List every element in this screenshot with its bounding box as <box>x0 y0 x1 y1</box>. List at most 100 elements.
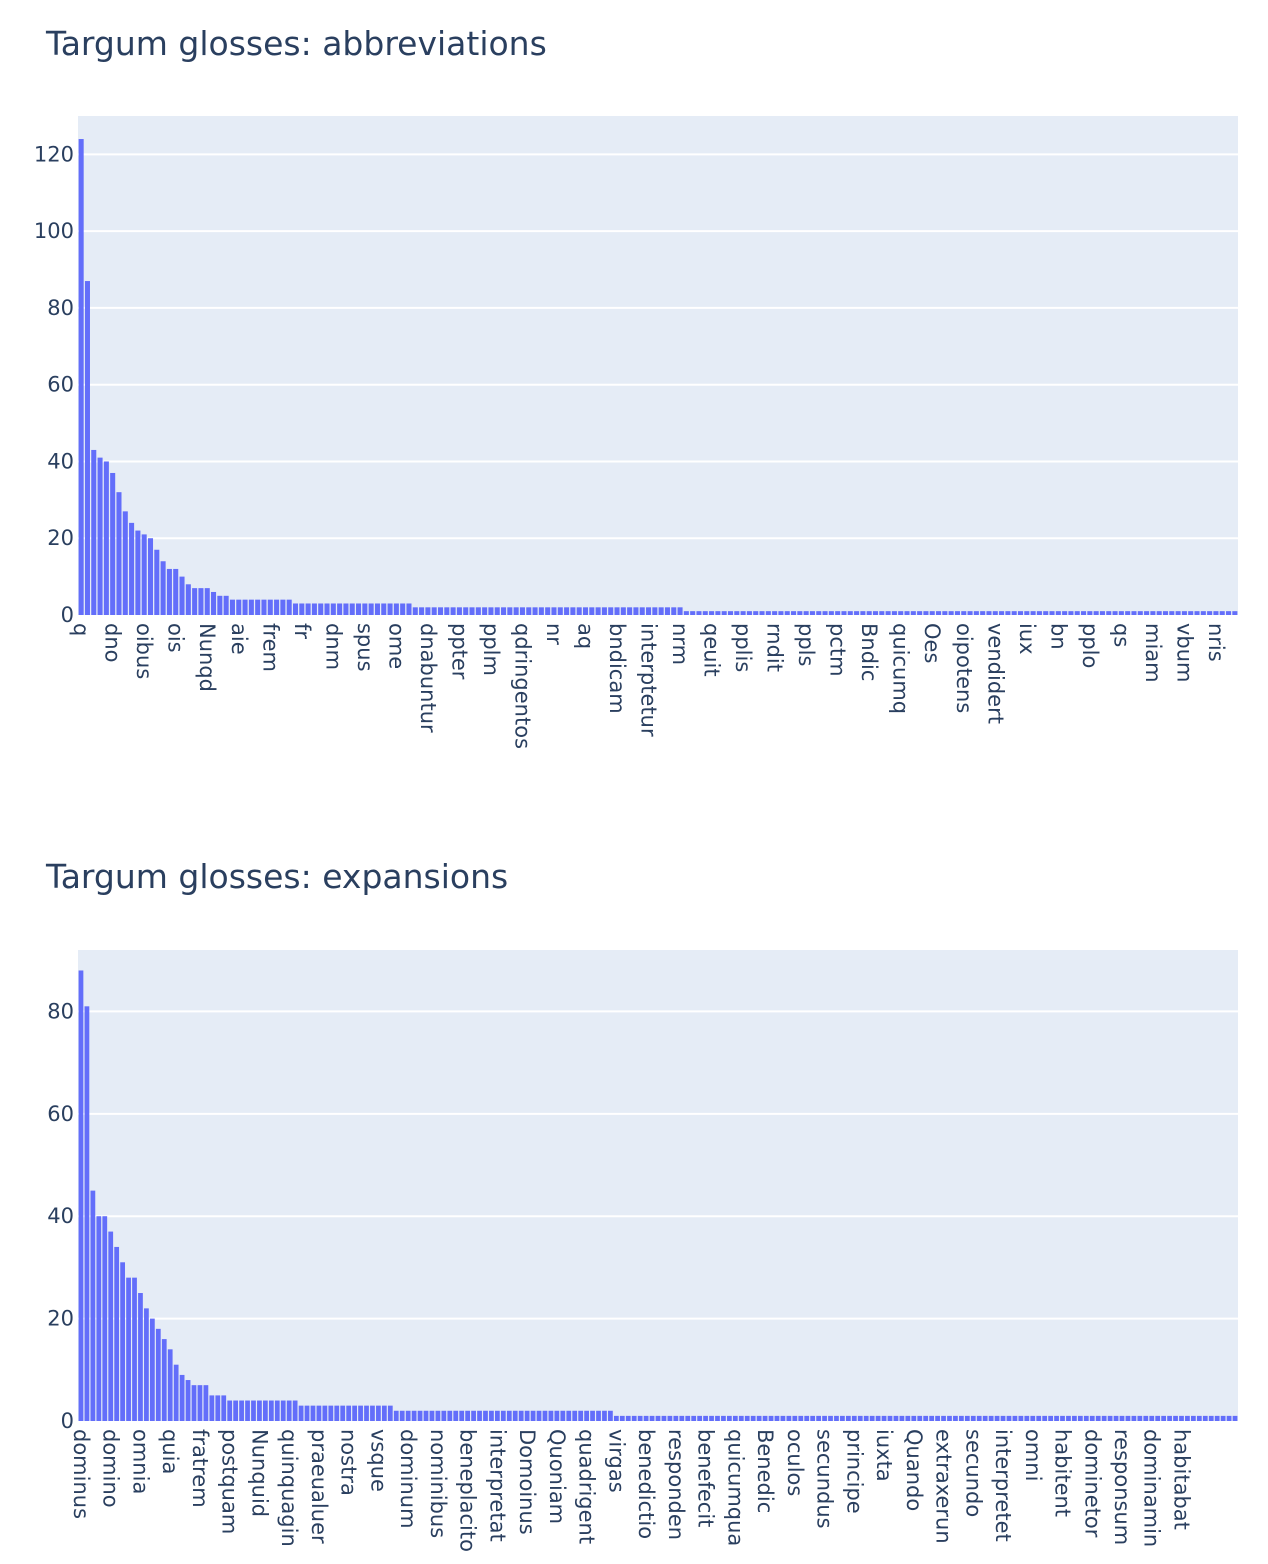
bar <box>744 1415 750 1421</box>
bar <box>316 1405 322 1421</box>
bar <box>209 1395 215 1421</box>
bar <box>393 603 399 615</box>
bar <box>1214 1415 1220 1421</box>
bar <box>715 1415 720 1421</box>
bar <box>810 1415 816 1421</box>
bar <box>524 1410 530 1421</box>
bar <box>423 1410 429 1421</box>
bar <box>828 1415 833 1421</box>
bar <box>1018 1415 1024 1421</box>
x-tick-label: quadrigent <box>575 1429 599 1544</box>
bar <box>1232 1415 1238 1421</box>
x-tick-label: pctm <box>826 623 850 677</box>
bar <box>450 607 456 615</box>
bar <box>1125 611 1131 615</box>
bar <box>530 1410 536 1421</box>
bar <box>566 1410 572 1421</box>
bar <box>203 1385 209 1421</box>
bar <box>851 1415 857 1421</box>
bar <box>1012 1415 1018 1421</box>
bar <box>311 603 317 615</box>
x-tick-label: iux <box>1015 623 1039 655</box>
bar <box>649 1415 655 1421</box>
bar <box>406 603 412 615</box>
bar <box>1213 611 1219 615</box>
bar <box>267 599 273 615</box>
bar <box>500 1410 506 1421</box>
bar <box>429 1410 435 1421</box>
bar <box>330 603 336 615</box>
bar <box>191 1385 197 1421</box>
bar <box>816 1415 821 1421</box>
bar <box>518 1410 524 1421</box>
bar <box>797 611 803 615</box>
bar <box>1137 611 1143 615</box>
x-tick-label: spus <box>353 623 377 672</box>
bar <box>501 607 507 615</box>
bar <box>679 1415 685 1421</box>
bar <box>959 1415 964 1421</box>
x-tick-label: benedictio <box>634 1429 658 1539</box>
bar <box>1017 611 1024 615</box>
x-tick-label: vendidert <box>983 623 1007 724</box>
bar <box>387 1405 393 1421</box>
bar <box>263 1400 268 1421</box>
bar <box>1144 611 1150 615</box>
bar <box>322 1405 328 1421</box>
bar <box>352 1405 357 1421</box>
bar <box>400 603 406 615</box>
x-tick-label: interpretet <box>991 1429 1015 1542</box>
bar <box>334 1405 340 1421</box>
bar <box>872 611 879 615</box>
bar <box>1005 611 1011 615</box>
bar <box>1068 611 1074 615</box>
bar <box>349 603 355 615</box>
x-tick-label: rndit <box>763 623 787 672</box>
chart-expansions: 0 20 40 60 80 dominus domino omnia quia fratrem po… <box>0 830 1268 1564</box>
bar <box>822 611 828 615</box>
bar <box>257 1400 262 1421</box>
y-tick-label: 80 <box>47 296 74 320</box>
bar <box>463 607 469 615</box>
bar <box>1194 611 1200 615</box>
bar <box>126 1277 131 1421</box>
bar <box>286 1400 292 1421</box>
y-tick-label: 20 <box>47 526 74 550</box>
x-tick-label: dominamin <box>1140 1429 1164 1547</box>
bar <box>185 1380 191 1421</box>
bar <box>898 611 904 615</box>
x-tick-label: principe <box>842 1429 866 1514</box>
x-tick-label: fr <box>290 623 314 639</box>
bar <box>709 1415 714 1421</box>
bar <box>173 568 179 615</box>
bar <box>854 611 860 615</box>
chart-abbreviations-plot: 0 20 40 60 80 100 120 q dno oibus ois Nunqd aie frem f… <box>34 116 1238 749</box>
y-tick-label: 100 <box>34 219 74 243</box>
bar <box>948 611 954 615</box>
bar <box>255 599 261 615</box>
bar <box>625 1415 631 1421</box>
bar <box>1043 611 1049 615</box>
bar <box>961 611 967 615</box>
chart-title: Targum glosses: expansions <box>46 857 509 896</box>
bar <box>1156 611 1162 615</box>
bar <box>1137 1415 1143 1421</box>
bar <box>204 588 210 615</box>
bar <box>368 603 374 615</box>
bar <box>381 1405 387 1421</box>
bar <box>362 603 368 615</box>
bar <box>84 281 90 615</box>
bar <box>1024 1415 1030 1421</box>
bar <box>229 599 235 615</box>
bar <box>299 603 305 615</box>
x-tick-label: quinquagin <box>277 1429 301 1547</box>
bar <box>646 607 652 615</box>
bar <box>488 607 494 615</box>
bar <box>1131 1415 1137 1421</box>
bar <box>929 611 935 615</box>
bar <box>1150 611 1156 615</box>
x-tick-label: dominum <box>396 1429 420 1529</box>
bar <box>1169 611 1175 615</box>
bar <box>994 1415 1000 1421</box>
bar <box>374 603 380 615</box>
